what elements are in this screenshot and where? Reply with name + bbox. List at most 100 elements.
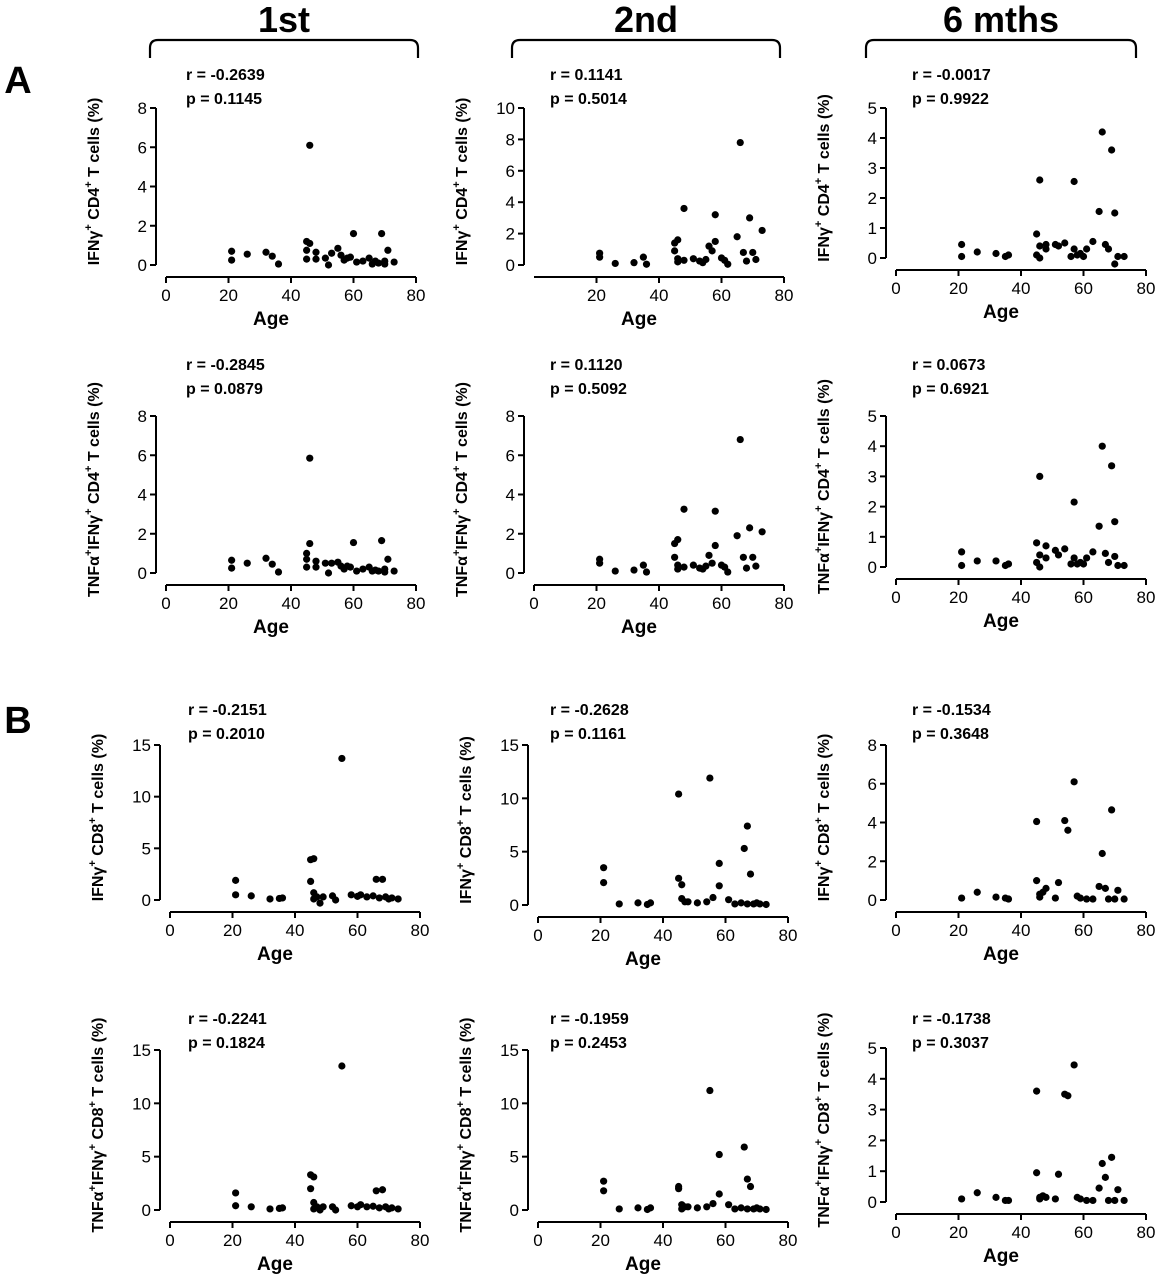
data-point [1004,560,1013,568]
x-tick-label: 0 [161,594,170,613]
x-tick-label: 40 [654,1231,673,1250]
data-point [363,893,371,901]
data-point [319,1203,327,1211]
x-tick-label: 80 [779,1231,798,1250]
y-tick-label: 1 [868,528,877,547]
x-tick-label: 20 [949,1223,968,1242]
stat-p: p = 0.5014 [550,91,627,108]
y-tick-label: 10 [500,1094,519,1113]
data-point [1042,884,1050,892]
data-point [675,790,683,798]
data-point [388,1204,396,1212]
scatter-plot-7: 0 5 10 15 0 20 40 60 80 r = -0.2628 p = 0.1161 Age I… [455,702,797,970]
data-point [1076,894,1084,902]
data-point [596,253,604,261]
data-point [709,893,717,902]
data-point [746,1182,755,1191]
x-tick-label: 60 [348,1231,367,1250]
data-point [1054,242,1063,250]
data-point [312,563,320,571]
data-point [731,1205,739,1213]
data-point [274,260,283,268]
data-point [1070,245,1078,253]
data-point [1120,895,1128,903]
data-point [634,1204,642,1212]
y-tick-label: 0 [138,564,147,583]
data-point [674,258,682,266]
x-tick-label: 0 [165,1231,174,1250]
data-point [324,261,333,269]
data-point [743,1175,751,1183]
data-point [1101,1173,1109,1181]
x-tick-label: 20 [591,926,610,945]
data-point [958,548,966,556]
data-point [1108,1153,1116,1161]
x-tick-label: 40 [1012,588,1031,607]
stat-p: p = 0.3037 [912,1035,989,1052]
stat-p: p = 0.9922 [912,91,989,108]
data-point [684,898,692,906]
data-point [374,259,383,267]
x-tick-label: 0 [891,921,900,940]
data-point [1098,849,1106,858]
data-point [739,248,747,257]
data-point [758,226,766,235]
data-point [737,1204,745,1212]
data-point [1114,561,1122,570]
data-point [1042,554,1050,562]
y-tick-label: 8 [506,130,515,149]
x-axis-label: Age [253,617,289,638]
data-point [684,1203,692,1211]
data-point [1042,542,1050,550]
data-point [992,557,1000,565]
data-point [630,259,638,267]
data-point [1098,128,1106,136]
y-tick-label: 8 [868,736,877,755]
data-point [958,240,966,249]
data-point [1083,895,1091,903]
column-header-6mths: 6 mths [943,0,1059,40]
data-point [1036,176,1044,184]
data-point [378,1186,387,1194]
data-point [310,855,318,863]
data-point [680,204,688,213]
y-tick-label: 0 [142,891,151,910]
x-tick-label: 0 [891,279,900,298]
data-point [630,566,638,574]
stat-r: r = -0.1738 [912,1011,991,1028]
x-tick-label: 20 [949,588,968,607]
data-point [268,252,276,260]
y-tick-label: 4 [138,178,147,197]
data-point [310,1173,318,1181]
data-point [1033,1169,1041,1177]
data-point [1114,886,1122,894]
y-tick-label: 2 [506,225,515,244]
data-point [266,1205,274,1213]
data-point [736,435,744,444]
data-point [762,1205,770,1214]
y-tick-label: 1 [868,219,877,238]
y-tick-label: 10 [132,788,151,807]
y-tick-label: 15 [500,1041,519,1060]
y-axis-label: IFNγ+ CD8+ T cells (%) [813,734,833,902]
data-point [1104,245,1113,253]
data-point [671,247,679,255]
y-tick-label: 2 [868,852,877,871]
x-axis-label: Age [257,1254,293,1275]
data-point [740,1143,748,1151]
data-point [639,253,647,261]
x-tick-label: 60 [344,286,363,305]
data-point [1089,1196,1097,1205]
y-tick-label: 5 [868,1039,877,1058]
scatter-plot-11: 0 1 2 3 4 5 0 20 40 60 80 r = -0.1738 p = 0.3037 Age T… [813,1011,1155,1267]
panel-letter-a: A [4,60,31,102]
data-point [372,1187,380,1195]
data-point [705,551,713,559]
x-tick-label: 20 [949,279,968,298]
data-point [1095,882,1103,891]
data-point [1004,1196,1013,1205]
x-tick-label: 40 [650,286,669,305]
data-point [689,255,697,263]
scatter-plot-1: 0 2 4 6 8 10 20 40 60 80 r = 0.1141 p = 0.5014 Age IF… [451,67,793,330]
data-point [642,260,651,268]
